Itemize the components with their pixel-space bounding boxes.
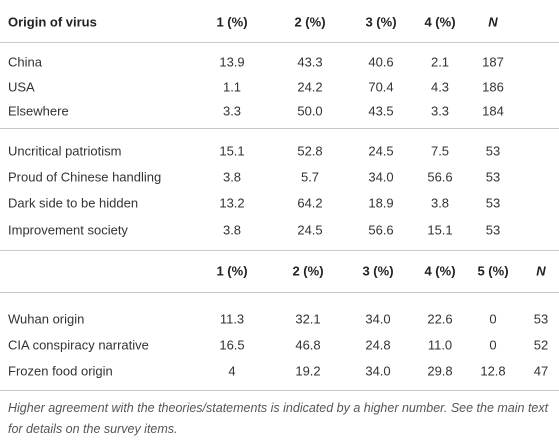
column-header: 4 (%) xyxy=(424,14,456,30)
table-cell: 12.8 xyxy=(480,363,506,379)
column-header: 2 (%) xyxy=(294,14,326,30)
table-cell: 40.6 xyxy=(368,54,394,70)
table-cell: 29.8 xyxy=(427,363,453,379)
table-cell: 56.6 xyxy=(427,169,453,185)
table-cell: 64.2 xyxy=(297,195,323,211)
table-cell: 56.6 xyxy=(368,222,394,238)
row-divider xyxy=(0,42,559,43)
table-cell: 0 xyxy=(489,311,497,327)
table-cell: 19.2 xyxy=(295,363,321,379)
table-cell: 52 xyxy=(533,337,549,353)
table-cell: 187 xyxy=(482,54,504,70)
table-cell: 11.0 xyxy=(427,337,453,353)
table-cell: 18.9 xyxy=(368,195,394,211)
row-divider xyxy=(0,250,559,251)
table-cell: 0 xyxy=(489,337,497,353)
column-header: 5 (%) xyxy=(477,263,509,279)
table-cell: 34.0 xyxy=(368,169,394,185)
row-label: Frozen food origin xyxy=(8,363,113,379)
table-cell: 22.6 xyxy=(427,311,453,327)
row-label: Improvement society xyxy=(8,222,128,238)
row-label: Dark side to be hidden xyxy=(8,195,139,211)
row-divider xyxy=(0,128,559,129)
table-cell: 50.0 xyxy=(297,103,323,119)
table-cell: 24.2 xyxy=(297,79,323,95)
column-header: N xyxy=(536,263,546,279)
table-cell: 32.1 xyxy=(295,311,321,327)
table-cell: 43.3 xyxy=(297,54,323,70)
table-cell: 53 xyxy=(533,311,549,327)
column-header: Origin of virus xyxy=(8,14,97,30)
table-cell: 24.8 xyxy=(365,337,391,353)
row-label: China xyxy=(8,54,42,70)
row-label: CIA conspiracy narrative xyxy=(8,337,149,353)
column-header: 2 (%) xyxy=(292,263,324,279)
table-cell: 3.8 xyxy=(222,222,242,238)
column-header: 3 (%) xyxy=(362,263,394,279)
table-cell: 5.7 xyxy=(300,169,320,185)
table-cell: 53 xyxy=(485,222,501,238)
table-cell: 16.5 xyxy=(219,337,245,353)
row-divider xyxy=(0,390,559,391)
row-label: Uncritical patriotism xyxy=(8,143,122,159)
table-cell: 34.0 xyxy=(365,311,391,327)
table-cell: 53 xyxy=(485,195,501,211)
table-cell: 52.8 xyxy=(297,143,323,159)
table-cell: 2.1 xyxy=(430,54,450,70)
row-divider xyxy=(0,292,559,293)
row-label: Wuhan origin xyxy=(8,311,85,327)
table-cell: 15.1 xyxy=(219,143,245,159)
table-cell: 47 xyxy=(533,363,549,379)
table-cell: 186 xyxy=(482,79,504,95)
table-cell: 70.4 xyxy=(368,79,394,95)
table-cell: 11.3 xyxy=(219,311,245,327)
row-label: Proud of Chinese handling xyxy=(8,169,162,185)
table-cell: 184 xyxy=(482,103,504,119)
table-cell: 15.1 xyxy=(427,222,453,238)
column-header: 4 (%) xyxy=(424,263,456,279)
table-cell: 43.5 xyxy=(368,103,394,119)
table-cell: 3.8 xyxy=(222,169,242,185)
table-cell: 46.8 xyxy=(295,337,321,353)
table-cell: 4.3 xyxy=(430,79,450,95)
row-label: Elsewhere xyxy=(8,103,69,119)
table-cell: 3.3 xyxy=(430,103,450,119)
table-cell: 24.5 xyxy=(297,222,323,238)
table-cell: 3.8 xyxy=(430,195,450,211)
table-cell: 53 xyxy=(485,169,501,185)
table-cell: 4 xyxy=(228,363,236,379)
table-note: Higher agreement with the theories/state… xyxy=(8,401,549,436)
table-cell: 13.9 xyxy=(219,54,245,70)
row-label: USA xyxy=(8,79,35,95)
column-header: 3 (%) xyxy=(365,14,397,30)
column-header: 1 (%) xyxy=(216,14,248,30)
table-cell: 53 xyxy=(485,143,501,159)
table-cell: 13.2 xyxy=(219,195,245,211)
column-header: N xyxy=(488,14,498,30)
table-cell: 7.5 xyxy=(430,143,450,159)
table-cell: 34.0 xyxy=(365,363,391,379)
table-cell: 3.3 xyxy=(222,103,242,119)
table-cell: 24.5 xyxy=(368,143,394,159)
table-cell: 1.1 xyxy=(222,79,242,95)
column-header: 1 (%) xyxy=(216,263,248,279)
